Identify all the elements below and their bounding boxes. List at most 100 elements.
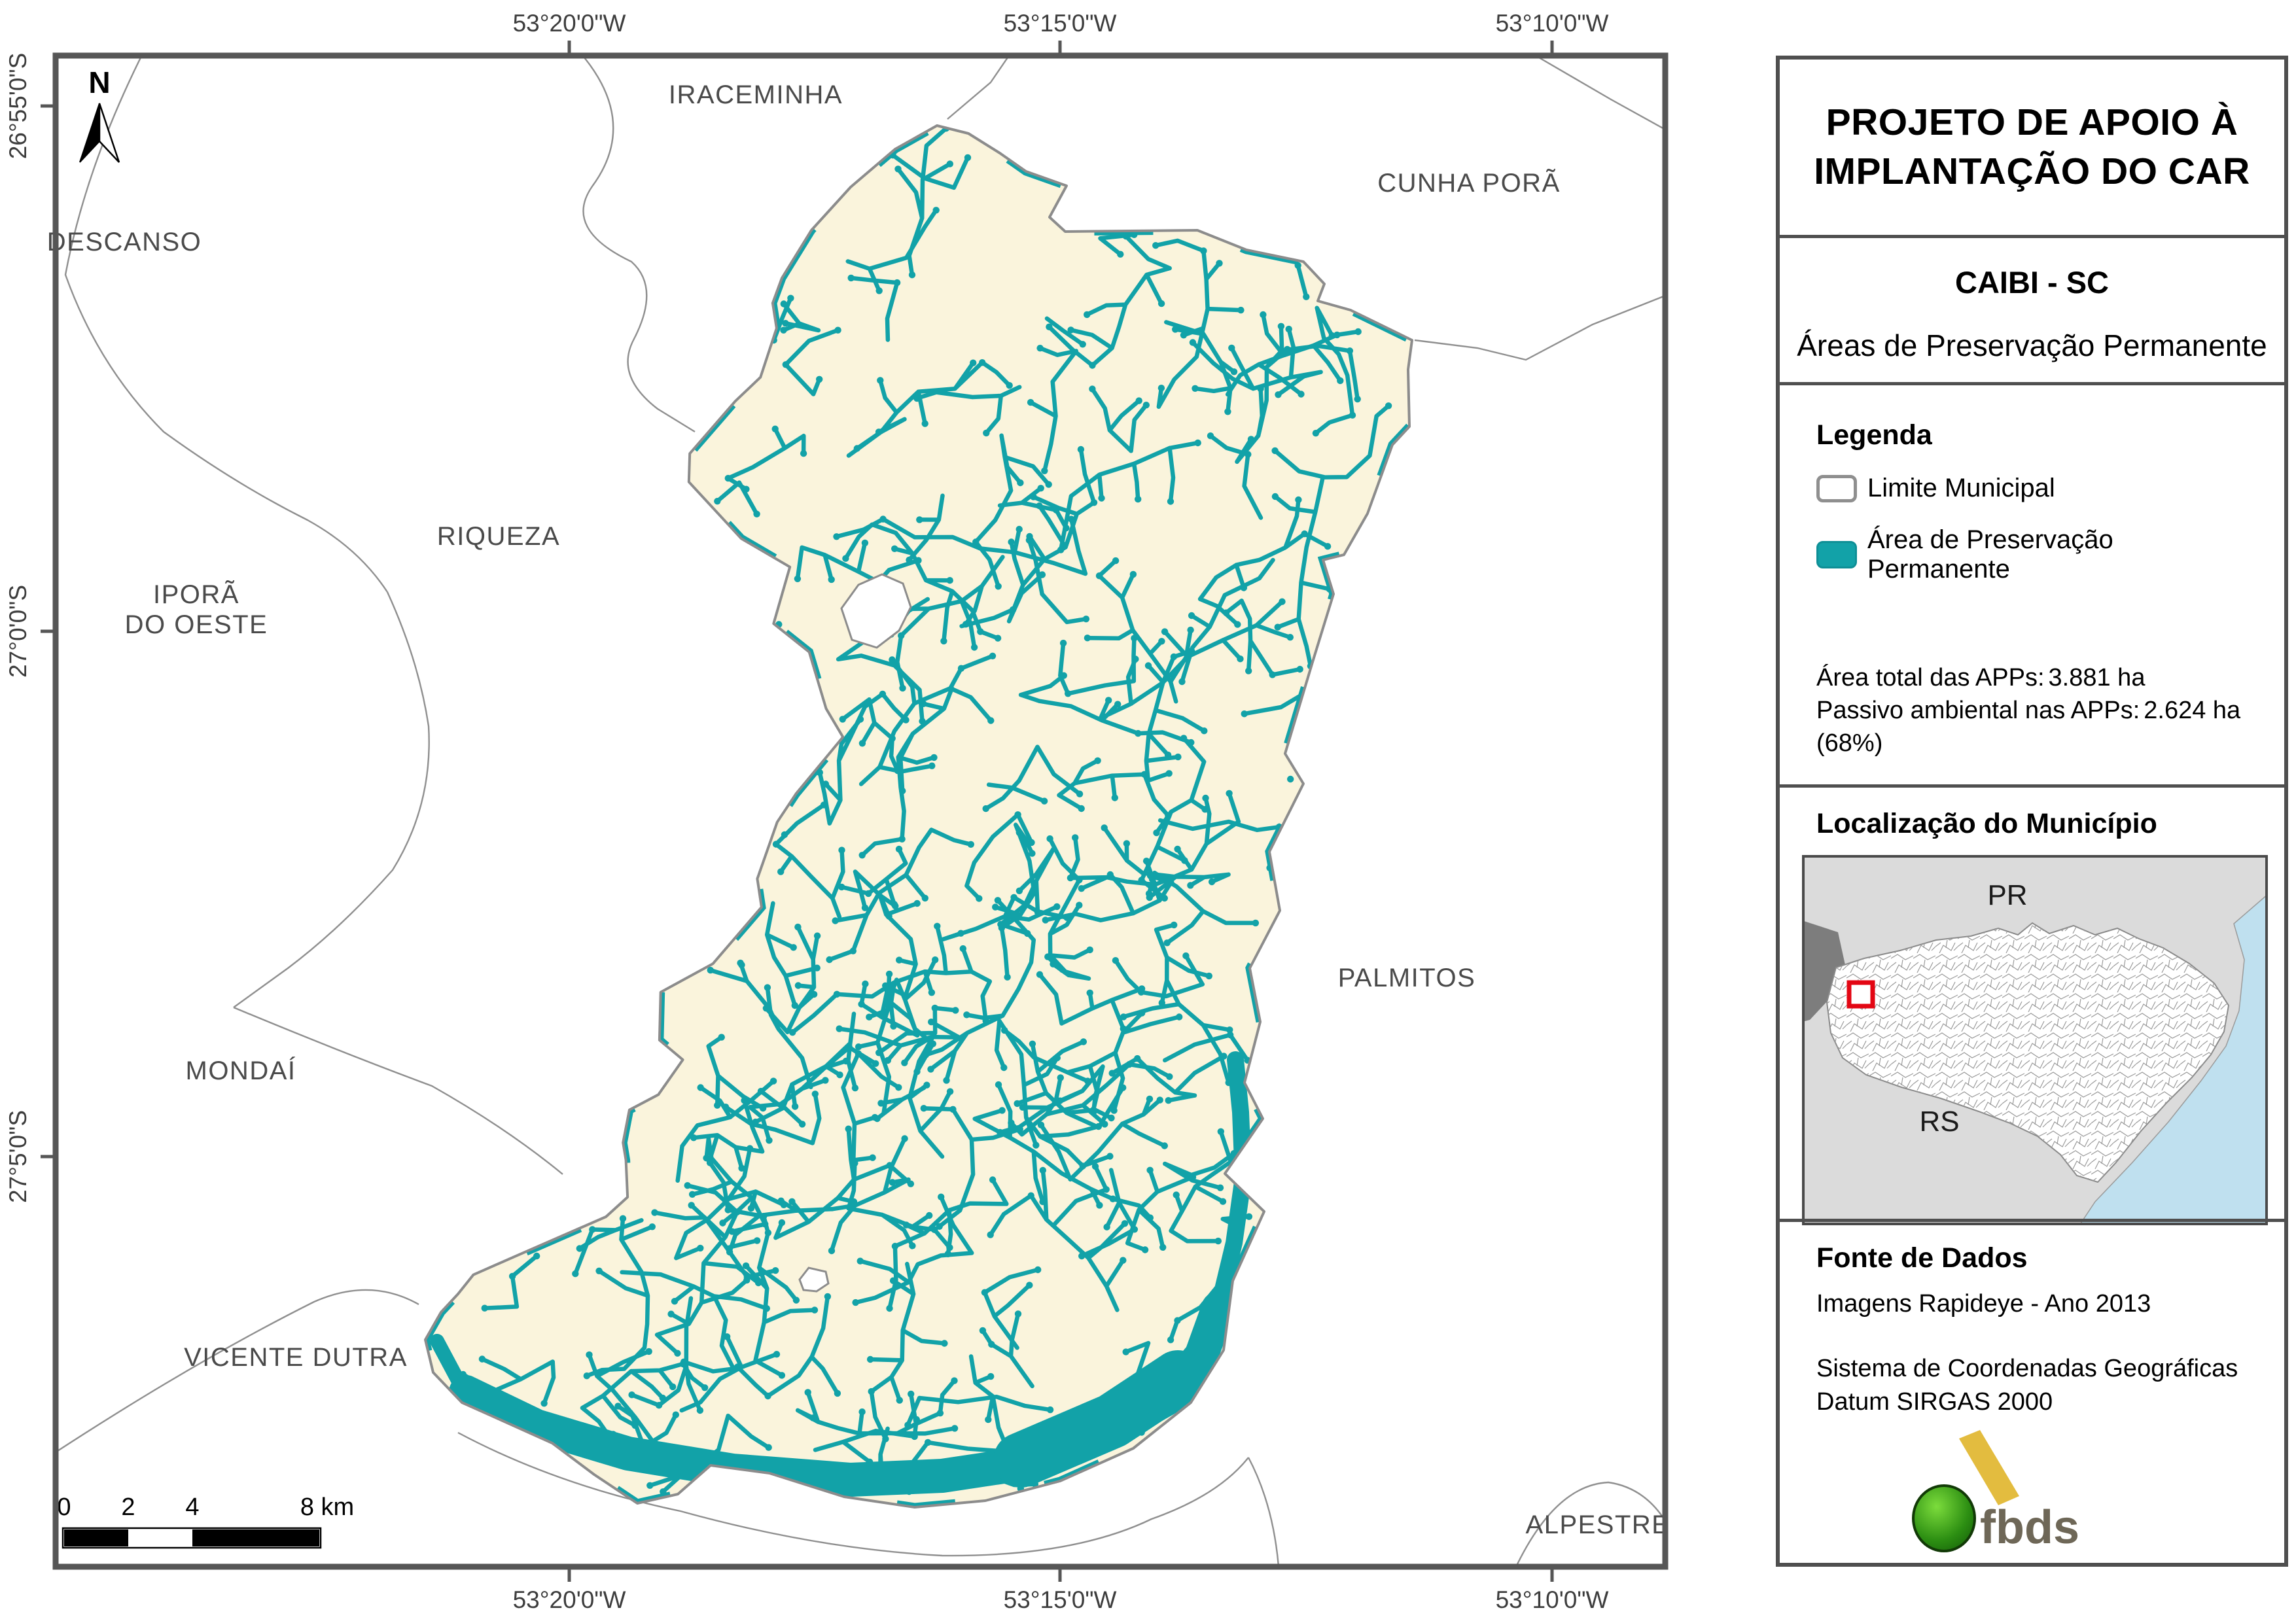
app-drainage-tree	[1098, 232, 1137, 256]
app-spring-dot	[894, 166, 902, 173]
app-spring-dot	[1046, 835, 1053, 843]
app-spring-dot	[789, 1029, 796, 1036]
app-spring-dot	[1230, 368, 1238, 375]
north-arrow: N	[79, 65, 120, 163]
app-spring-dot	[1059, 639, 1067, 647]
interior-exclusion	[798, 1266, 830, 1293]
app-spring-dot	[1146, 894, 1154, 901]
app-spring-dot	[861, 904, 869, 911]
app-spring-dot	[943, 1077, 950, 1084]
app-spring-dot	[1117, 251, 1124, 258]
app-drainage-tree	[998, 846, 1057, 936]
app-spring-dot	[901, 1135, 908, 1142]
app-spring-dot	[1120, 1025, 1127, 1032]
app-spring-dot	[1346, 347, 1354, 355]
app-drainage-tree	[959, 607, 1016, 629]
app-spring-dot	[778, 1372, 786, 1379]
location-block: Localização do Município PR RS	[1780, 784, 2284, 1225]
app-drainage-tree	[1090, 387, 1149, 453]
app-spring-dot	[1095, 572, 1103, 580]
app-spring-dot	[688, 1191, 696, 1198]
app-spring-dot	[936, 1223, 943, 1230]
legend-block: Legenda Limite Municipal Área de Preserv…	[1780, 385, 2284, 781]
app-spring-dot	[674, 1350, 681, 1357]
app-spring-dot	[913, 1068, 921, 1075]
app-spring-dot	[1174, 845, 1181, 853]
app-spring-dot	[540, 1400, 548, 1407]
app-spring-dot	[1312, 430, 1320, 437]
app-drainage-tree	[1058, 440, 1200, 552]
app-spring-dot	[1079, 341, 1086, 348]
app-spring-dot	[982, 1017, 989, 1024]
river-app-band	[993, 1350, 1205, 1488]
app-drainage-tree	[580, 1361, 707, 1444]
app-spring-dot	[1076, 901, 1083, 909]
app-spring-dot	[1188, 612, 1195, 620]
app-spring-dot	[1214, 1237, 1222, 1245]
app-drainage-tree	[674, 1146, 786, 1261]
app-spring-dot	[1000, 1064, 1008, 1072]
app-spring-dot	[651, 1209, 658, 1216]
graticule-ticks: 53°20'0"W 53°15'0"W 53°10'0"W 53°20'0"W 53°1…	[5, 10, 1608, 1613]
app-spring-dot	[667, 1310, 675, 1318]
app-spring-dot	[1237, 655, 1244, 663]
app-spring-dot	[908, 271, 916, 279]
app-spring-dot	[714, 498, 721, 505]
app-spring-dot	[1226, 790, 1233, 797]
app-spring-dot	[1161, 1142, 1169, 1149]
app-spring-dot	[1122, 1348, 1129, 1355]
caibi-border	[424, 124, 1413, 1509]
app-spring-dot	[838, 883, 845, 891]
app-spring-dot	[1274, 623, 1281, 631]
app-spring-dot	[1303, 293, 1310, 300]
app-drainage-tree	[1273, 475, 1332, 669]
app-spring-dot	[1220, 1053, 1227, 1060]
app-spring-dot	[981, 1289, 989, 1296]
app-spring-dot	[921, 420, 928, 427]
scalebar-seg2	[192, 1529, 319, 1546]
app-drainage-tree	[993, 822, 1036, 979]
app-spring-dot	[1014, 1310, 1022, 1318]
app-spring-dot	[853, 445, 861, 452]
app-spring-dot	[1141, 1246, 1149, 1253]
app-spring-dot	[879, 515, 887, 523]
subtitle-block: CAIBI - SC Áreas de Preservação Permanen…	[1780, 238, 2284, 382]
app-spring-dot	[1174, 1317, 1181, 1324]
inset-caibi-marker	[1846, 980, 1875, 1009]
app-spring-dot	[919, 718, 926, 725]
app-spring-dot	[1036, 502, 1043, 510]
app-spring-dot	[764, 1392, 771, 1400]
app-spring-dot	[1144, 662, 1152, 669]
app-spring-dot	[1245, 667, 1252, 674]
inset-border	[1802, 855, 2268, 1225]
app-spring-dot	[1275, 391, 1282, 398]
app-spring-dot	[889, 1179, 896, 1186]
app-spring-dot	[1080, 1038, 1087, 1045]
app-total-value: 3.881 ha	[2048, 664, 2146, 691]
app-spring-dot	[896, 956, 903, 964]
app-spring-dot	[1123, 840, 1131, 847]
app-spring-dot	[706, 1159, 714, 1166]
neighbor-label-mondaí: MONDAÍ	[186, 1056, 296, 1085]
app-spring-dot	[1257, 385, 1264, 393]
app-spring-dot	[940, 637, 947, 645]
app-spring-dot	[979, 359, 986, 366]
app-spring-dot	[1016, 829, 1023, 837]
scalebar-label: 8 km	[300, 1493, 354, 1521]
app-drainage-tree	[891, 152, 970, 190]
app-drainage-tree	[679, 1335, 779, 1413]
app-spring-dot	[1161, 894, 1169, 902]
app-spring-dot	[1328, 332, 1336, 340]
fonte-imagery: Imagens Rapideye - Ano 2013	[1816, 1290, 2151, 1318]
app-spring-dot	[810, 990, 818, 998]
app-spring-dot	[889, 1277, 897, 1284]
app-drainage-tree	[1163, 1032, 1250, 1063]
app-spring-dot	[833, 533, 840, 540]
app-spring-dot	[836, 1071, 843, 1079]
app-spring-dot	[1202, 794, 1209, 802]
app-drainage-tree	[887, 1178, 1009, 1311]
longitude-label-top: 53°20'0"W	[513, 10, 626, 37]
neighbor-boundaries	[58, 58, 1663, 1564]
app-spring-dot	[646, 1482, 654, 1489]
app-spring-dot	[875, 287, 883, 294]
